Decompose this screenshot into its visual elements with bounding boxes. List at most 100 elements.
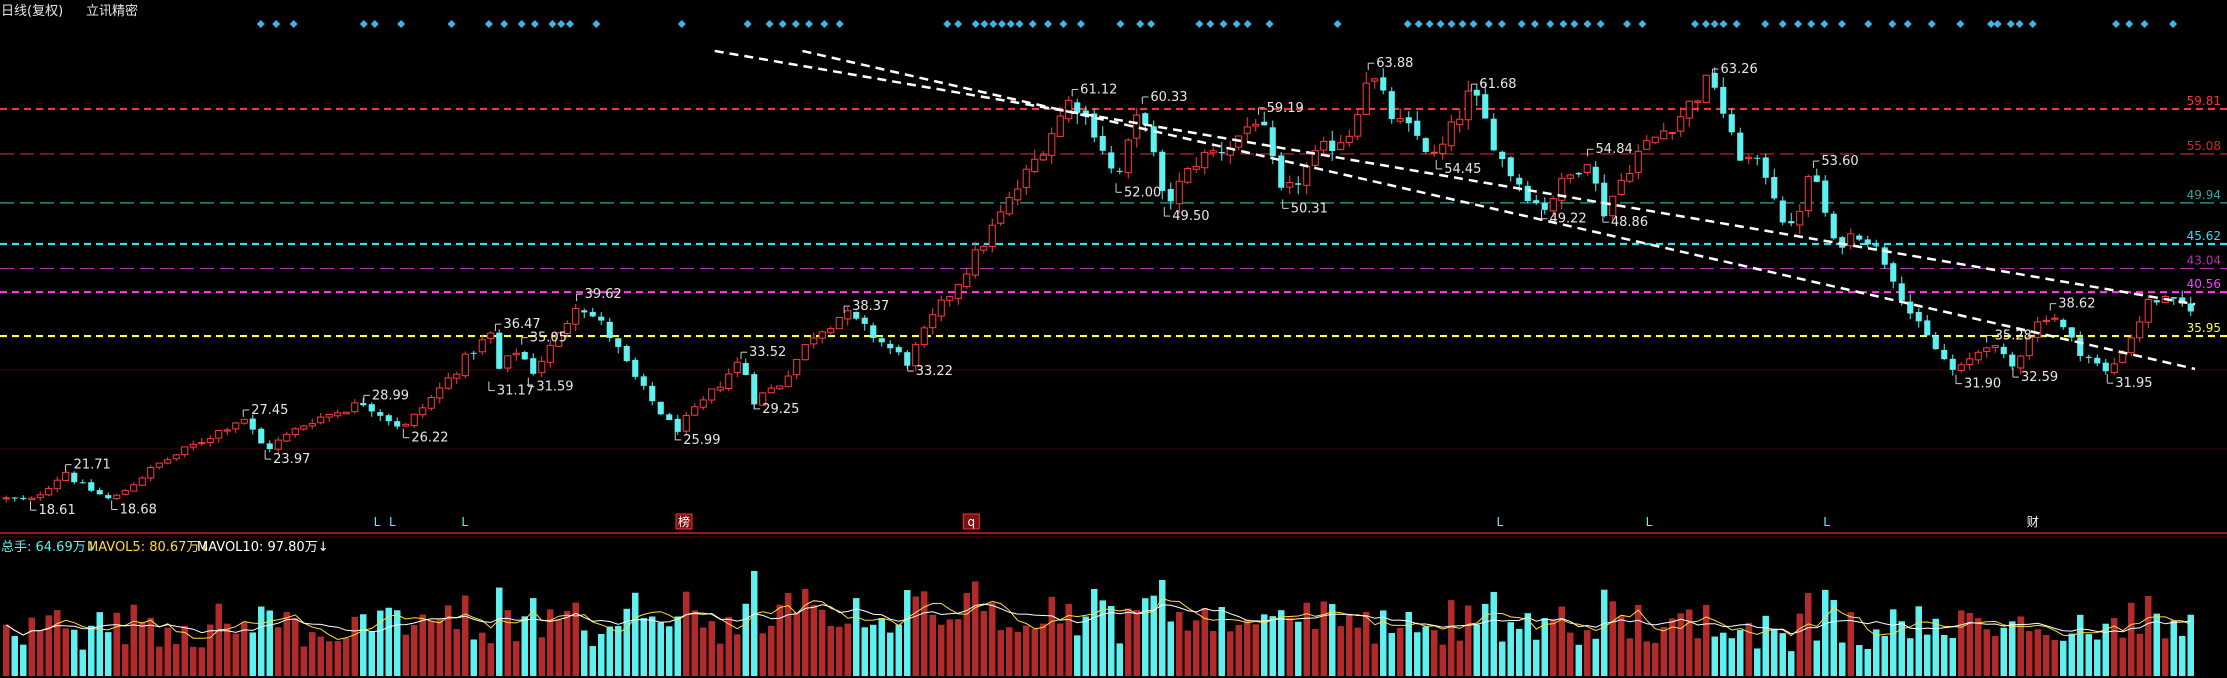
annotation-label: 52.00: [1124, 185, 1161, 200]
event-marker-box: [675, 513, 693, 530]
annotation-label: 18.61: [39, 503, 76, 518]
candle-body: [1711, 72, 1718, 88]
volume-bar: [1550, 619, 1557, 676]
period-label[interactable]: 日线(复权): [1, 3, 63, 19]
volume-bar: [2068, 633, 2075, 676]
candle-body: [521, 352, 528, 360]
stock-name: 立讯精密: [86, 3, 138, 19]
level-label: 55.08: [2187, 139, 2221, 153]
annotation-label: 49.50: [1172, 209, 1209, 224]
volume-bar: [1830, 600, 1837, 676]
candle-body: [1898, 283, 1905, 301]
volume-bar: [164, 627, 171, 676]
candle-body: [2, 497, 10, 500]
candle-body: [1643, 140, 1651, 150]
candle-body: [1439, 143, 1447, 154]
volume-bar: [1779, 633, 1786, 676]
volume-bar: [436, 618, 443, 676]
candle-body: [1634, 150, 1642, 173]
volume-bar: [1286, 617, 1293, 676]
trendline: [802, 49, 2196, 371]
annotation-label: 32.59: [2021, 370, 2058, 385]
signal-diamond: [517, 20, 526, 28]
candle-body: [1482, 94, 1489, 119]
signal-diamond: [971, 20, 980, 28]
volume-bar: [1788, 651, 1795, 676]
volume-bar: [793, 612, 800, 676]
candle-body: [62, 471, 70, 481]
candle-body: [572, 308, 580, 325]
volume-bar: [1235, 624, 1242, 676]
signal-diamond: [1927, 20, 1936, 28]
candle-body: [1890, 263, 1897, 282]
signal-diamond: [778, 20, 787, 28]
event-marker: 财: [2027, 515, 2039, 529]
volume-bar: [1456, 640, 1463, 676]
volume-bar: [1898, 621, 1905, 676]
candle-body: [946, 296, 954, 301]
candle-body: [1830, 213, 1837, 239]
candle-body: [461, 353, 469, 377]
volume-bar: [1915, 606, 1922, 676]
volume-bar: [819, 609, 826, 676]
volume-bar: [37, 630, 44, 676]
signal-diamond: [2112, 20, 2121, 28]
candle-body: [317, 416, 325, 424]
candle-body: [606, 321, 613, 338]
candle-body: [1583, 164, 1591, 173]
candle-body: [2042, 319, 2050, 322]
candle-body: [1737, 132, 1744, 161]
candle-body: [300, 425, 308, 430]
level-label: 45.62: [2187, 229, 2221, 243]
annotation-label: 50.31: [1291, 201, 1328, 216]
candle-body: [657, 401, 664, 415]
candle-body: [1159, 151, 1166, 191]
candle-body: [2000, 346, 2007, 355]
volume-bar: [1881, 636, 1888, 676]
volume-bar: [530, 598, 537, 676]
volume-bar: [1907, 638, 1914, 676]
annotation-label: 31.59: [536, 380, 573, 395]
candle-body: [266, 443, 273, 450]
candle-body: [96, 490, 103, 495]
annotation-label: 63.26: [1721, 62, 1758, 77]
volume-bar: [215, 603, 222, 676]
candle-body: [206, 438, 214, 443]
signal-diamond: [1956, 20, 1965, 28]
candle-body: [1609, 195, 1617, 217]
candle-body: [453, 373, 461, 379]
annotation-label: 36.47: [503, 317, 540, 332]
candle-body: [742, 363, 749, 376]
candle-body: [28, 497, 36, 501]
annotation-label: 18.68: [120, 502, 157, 517]
candle-body: [1873, 245, 1880, 247]
volume-bar: [139, 621, 146, 676]
candle-body: [937, 299, 945, 317]
signal-diamond: [484, 20, 493, 28]
level-label: 35.95: [2187, 321, 2221, 335]
volume-bar: [20, 644, 27, 676]
candle-body: [997, 211, 1005, 224]
volume-bar: [470, 639, 477, 676]
volume-bar: [232, 633, 239, 676]
candle-body: [615, 338, 622, 347]
volume-bar: [1890, 609, 1897, 676]
candle-body: [1014, 188, 1022, 201]
signal-diamond: [2006, 20, 2015, 28]
price-candles: [2, 67, 2194, 503]
candle-body: [2060, 319, 2067, 328]
volume-bar: [1975, 618, 1982, 676]
event-marker: L: [1496, 515, 1503, 529]
volume-bar: [1728, 638, 1735, 676]
signal-diamond: [2125, 20, 2134, 28]
candle-body: [1371, 78, 1379, 82]
level-label: 49.94: [2187, 188, 2221, 202]
volume-bar: [1762, 615, 1769, 676]
signal-diamond: [592, 20, 601, 28]
candle-body: [1907, 301, 1914, 314]
candle-body: [444, 377, 452, 389]
candle-body: [2017, 355, 2025, 369]
mavol-line: [6, 603, 2191, 636]
volume-bar: [411, 625, 418, 676]
candle-body: [351, 402, 359, 413]
